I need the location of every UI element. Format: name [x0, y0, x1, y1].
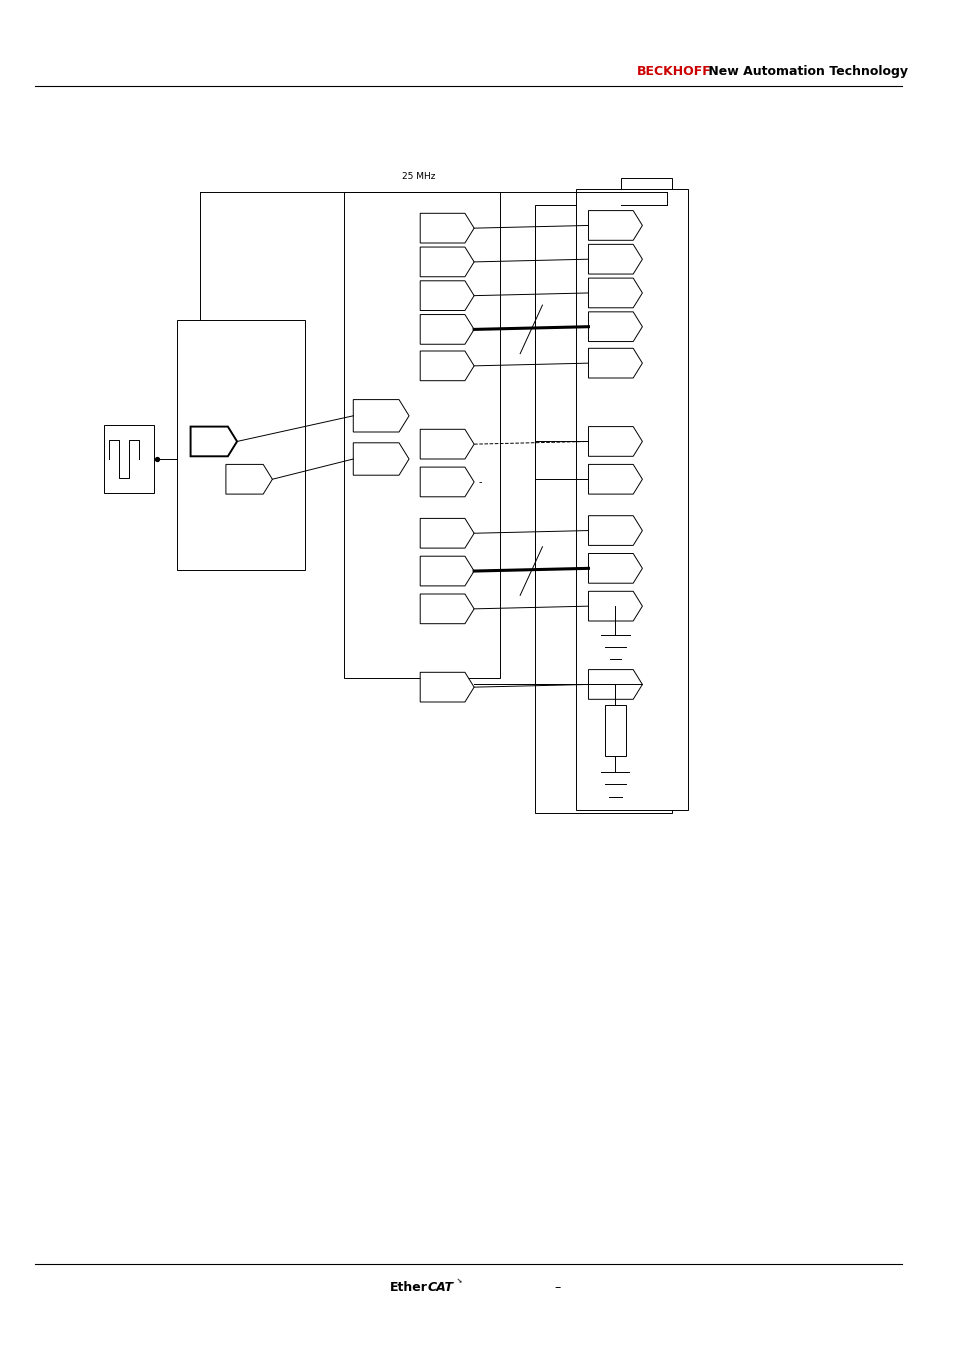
Polygon shape [588, 312, 641, 342]
Polygon shape [419, 213, 474, 243]
Polygon shape [419, 672, 474, 702]
Polygon shape [191, 427, 236, 456]
Polygon shape [353, 400, 409, 432]
Polygon shape [588, 670, 641, 699]
Polygon shape [419, 247, 474, 277]
Polygon shape [353, 443, 409, 475]
Polygon shape [588, 464, 641, 494]
Polygon shape [588, 244, 641, 274]
Bar [344, 192, 499, 678]
Polygon shape [588, 211, 641, 240]
Text: CAT: CAT [427, 1281, 454, 1295]
Polygon shape [226, 464, 273, 494]
Text: 25 MHz: 25 MHz [401, 171, 435, 181]
Polygon shape [419, 281, 474, 311]
Polygon shape [419, 594, 474, 624]
Polygon shape [588, 591, 641, 621]
Polygon shape [588, 427, 641, 456]
Text: -: - [478, 477, 485, 487]
Bar [176, 320, 305, 570]
Text: Ether: Ether [390, 1281, 427, 1295]
Polygon shape [588, 348, 641, 378]
Text: New Automation Technology: New Automation Technology [703, 65, 907, 78]
Text: BECKHOFF: BECKHOFF [637, 65, 711, 78]
Bar [576, 189, 687, 810]
Bar [604, 705, 625, 756]
Bar [104, 425, 154, 493]
Polygon shape [419, 556, 474, 586]
Polygon shape [534, 178, 672, 813]
Polygon shape [419, 467, 474, 497]
Polygon shape [419, 429, 474, 459]
Polygon shape [588, 554, 641, 583]
Polygon shape [419, 351, 474, 381]
Text: –: – [554, 1281, 560, 1295]
Polygon shape [588, 278, 641, 308]
Polygon shape [588, 516, 641, 545]
Polygon shape [419, 315, 474, 344]
Polygon shape [419, 518, 474, 548]
Text: →: → [454, 1277, 461, 1285]
